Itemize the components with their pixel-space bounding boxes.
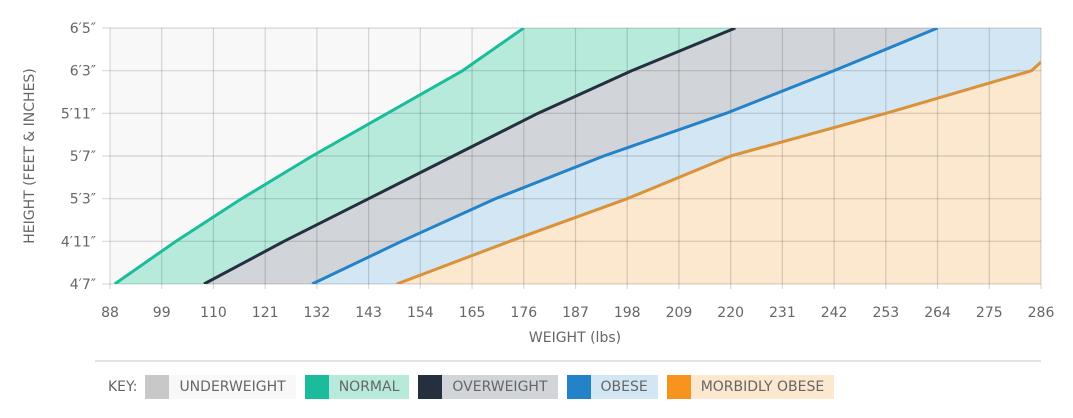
- swatch: [666, 375, 691, 399]
- x-tick-label: 99: [153, 305, 171, 321]
- x-tick-label: 275: [976, 305, 1003, 321]
- legend-divider: [95, 360, 1041, 362]
- y-tick-label: 6′3″: [70, 64, 96, 80]
- morbidly_obese-region: [396, 62, 1041, 284]
- morbidly_obese-boundary-line: [396, 61, 1041, 284]
- y-tick-label: 5′3″: [70, 192, 96, 208]
- chart-svg: 88 99 110 121 132 143 154 165 176 187 198 209 220 231…: [22, 21, 1055, 346]
- legend-label: UNDERWEIGHT: [169, 375, 296, 399]
- x-tick-label: 242: [821, 305, 848, 321]
- x-tick-label: 88: [101, 305, 119, 321]
- overweight-boundary-line: [203, 28, 736, 284]
- normal-boundary-line: [113, 28, 525, 284]
- y-tick-label: 5′11″: [61, 106, 96, 122]
- x-tick-label: 209: [666, 305, 693, 321]
- x-tick-label: 165: [459, 305, 486, 321]
- swatch: [304, 375, 329, 399]
- x-tick-label: 110: [200, 305, 227, 321]
- x-tick-label: 231: [769, 305, 796, 321]
- swatch: [418, 375, 443, 399]
- x-tick-label: 253: [872, 305, 899, 321]
- legend-label: MORBIDLY OBESE: [690, 375, 835, 399]
- x-axis-label: WEIGHT (lbs): [529, 330, 621, 346]
- legend-item-underweight: UNDERWEIGHT: [145, 375, 296, 399]
- legend-label: OVERWEIGHT: [442, 375, 558, 399]
- y-tick-label: 4′11″: [61, 234, 96, 250]
- x-tick-label: 220: [717, 305, 744, 321]
- legend-item-morbidly-obese: MORBIDLY OBESE: [666, 375, 835, 399]
- x-tick-label: 154: [407, 305, 434, 321]
- legend-label: NORMAL: [328, 375, 410, 399]
- x-tick-label: 187: [562, 305, 589, 321]
- y-tick-label: 4′7″: [70, 277, 96, 293]
- legend-key-label: KEY:: [108, 379, 138, 395]
- y-tick-label: 5′7″: [70, 149, 96, 165]
- x-tick-label: 143: [355, 305, 382, 321]
- x-tick-label: 286: [1028, 305, 1055, 321]
- legend: KEY: UNDERWEIGHT NORMAL OVERWEIGHT OBESE…: [108, 375, 843, 399]
- legend-label: OBESE: [590, 375, 658, 399]
- obese-boundary-line: [311, 28, 939, 284]
- x-tick-label: 176: [510, 305, 537, 321]
- y-axis-label: HEIGHT (FEET & INCHES): [22, 68, 38, 244]
- x-tick-label: 264: [924, 305, 951, 321]
- x-tick-label: 132: [304, 305, 331, 321]
- swatch: [566, 375, 591, 399]
- x-tick-label: 198: [614, 305, 641, 321]
- legend-item-overweight: OVERWEIGHT: [418, 375, 558, 399]
- legend-item-normal: NORMAL: [304, 375, 410, 399]
- legend-item-obese: OBESE: [566, 375, 658, 399]
- y-tick-label: 6′5″: [70, 21, 96, 37]
- swatch: [145, 375, 170, 399]
- x-tick-label: 121: [252, 305, 279, 321]
